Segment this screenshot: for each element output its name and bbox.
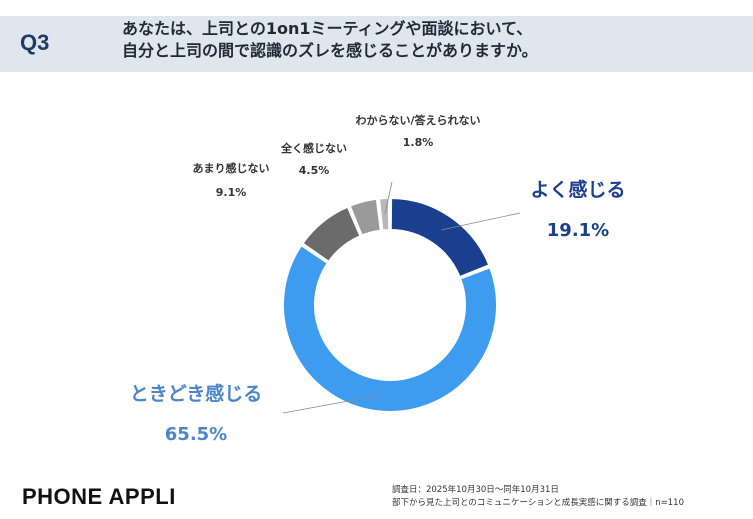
question-line-2: 自分と上司の間で認識のズレを感じることがありますか。 — [122, 41, 538, 60]
brand-logo-text: PHONE APPLI — [22, 484, 176, 509]
donut-slice-3 — [301, 205, 362, 264]
survey-note: 調査日：2025年10月30日～同年10月31日 部下から見た上司とのコミュニケ… — [392, 484, 684, 510]
survey-period: 調査日：2025年10月30日～同年10月31日 — [392, 485, 559, 495]
value-label-4: 4.5% — [299, 164, 330, 177]
value-label-3: 9.1% — [216, 186, 247, 199]
leader-line-2 — [282, 394, 380, 414]
donut-slice-1 — [389, 196, 491, 279]
value-label-1: 19.1% — [547, 220, 609, 241]
leader-line-5 — [384, 181, 393, 215]
value-label-5: 1.8% — [403, 136, 434, 149]
category-label-1: よく感じる — [530, 178, 625, 201]
question-number: Q3 — [20, 30, 50, 55]
category-label-5: わからない/答えられない — [355, 113, 480, 127]
question-banner — [0, 16, 753, 72]
value-label-2: 65.5% — [165, 424, 227, 445]
donut-slice-2 — [282, 243, 498, 413]
category-label-4: 全く感じない — [280, 141, 347, 155]
question-line-1: あなたは、上司との1on1ミーティングや面談において、 — [122, 19, 533, 38]
leader-line-1 — [441, 212, 521, 231]
category-label-3: あまり感じない — [193, 161, 270, 175]
question-text: あなたは、上司との1on1ミーティングや面談において、 自分と上司の間で認識のズ… — [122, 18, 722, 62]
category-label-2: ときどき感じる — [130, 382, 262, 405]
donut-slice-4 — [348, 197, 382, 237]
survey-title: 部下から見た上司とのコミュニケーションと成長実感に関する調査｜n=110 — [392, 498, 684, 508]
